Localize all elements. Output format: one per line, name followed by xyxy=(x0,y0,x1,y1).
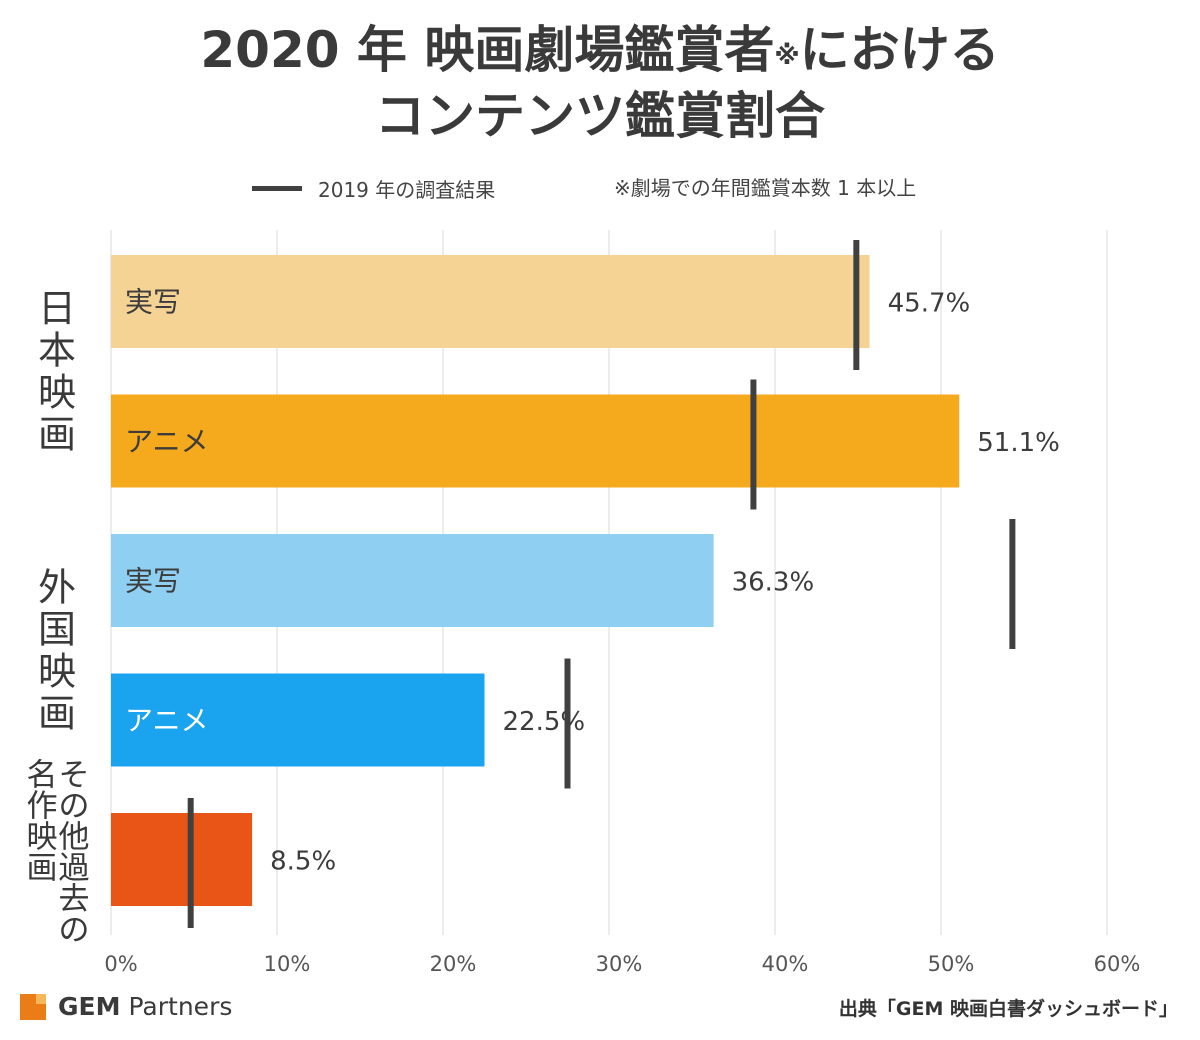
group-label-char: 国 xyxy=(38,608,76,652)
x-tick-label: 0% xyxy=(104,952,137,976)
data-label: 51.1% xyxy=(977,428,1060,458)
logo-icon xyxy=(20,993,46,1020)
group-label-char: 日 xyxy=(38,287,76,331)
group-label-char: 映 xyxy=(27,819,58,855)
footnote: ※劇場での年間鑑賞本数 1 本以上 xyxy=(614,176,917,200)
group-label-char: そ xyxy=(59,757,90,793)
group-label-char: の xyxy=(59,912,90,948)
x-tick-label: 10% xyxy=(264,952,311,976)
data-label: 22.5% xyxy=(503,707,586,737)
source-credit: 出典「GEM 映画白書ダッシュボード」 xyxy=(838,998,1178,1020)
title-text: 2020 年 映画劇場鑑賞者 xyxy=(200,21,775,79)
x-tick-label: 50% xyxy=(928,952,975,976)
group-label-char: 画 xyxy=(38,692,76,736)
group-label-char: 本 xyxy=(38,329,76,373)
group-label-char: 画 xyxy=(27,850,58,886)
brand-name: Partners xyxy=(128,992,233,1021)
title-tail: における xyxy=(799,21,1000,79)
data-label: 36.3% xyxy=(732,568,815,598)
group-label-char: 映 xyxy=(38,650,76,694)
group-label-char: 画 xyxy=(38,413,76,457)
x-tick-label: 40% xyxy=(762,952,809,976)
bar-category-label: 実写 xyxy=(125,565,181,598)
group-label-char: 去 xyxy=(59,881,90,917)
legend: 2019 年の調査結果 xyxy=(252,173,495,203)
brand-name-bold: GEM xyxy=(58,992,121,1021)
bar-category-label: 実写 xyxy=(125,286,181,319)
bar-category-label: アニメ xyxy=(125,704,208,737)
group-label-char: 外 xyxy=(38,566,76,610)
group-label-char: の xyxy=(59,788,90,824)
x-tick-label: 30% xyxy=(596,952,643,976)
group-label-char: 映 xyxy=(38,371,76,415)
brand-logo: GEM Partners xyxy=(20,992,232,1021)
title-footnote-mark: ※ xyxy=(774,41,800,71)
chart-title-line1: 2020 年 映画劇場鑑賞者※における xyxy=(0,20,1200,80)
data-label: 45.7% xyxy=(888,289,971,319)
x-tick-label: 20% xyxy=(430,952,477,976)
group-label-char: 名 xyxy=(27,757,58,793)
bar xyxy=(111,813,253,906)
chart-title-line2: コンテンツ鑑賞割合 xyxy=(375,87,825,145)
bar-category-label: アニメ xyxy=(125,425,208,458)
bar xyxy=(111,394,960,488)
bar xyxy=(111,255,870,348)
bar xyxy=(111,534,714,627)
legend-line-swatch xyxy=(252,185,302,191)
group-label-char: 作 xyxy=(27,788,58,824)
bar xyxy=(111,673,485,767)
group-label-char: 他 xyxy=(59,819,90,855)
group-label-char: 過 xyxy=(59,850,90,886)
x-tick-label: 60% xyxy=(1094,952,1141,976)
data-label: 8.5% xyxy=(270,847,336,877)
legend-label: 2019 年の調査結果 xyxy=(318,177,496,202)
